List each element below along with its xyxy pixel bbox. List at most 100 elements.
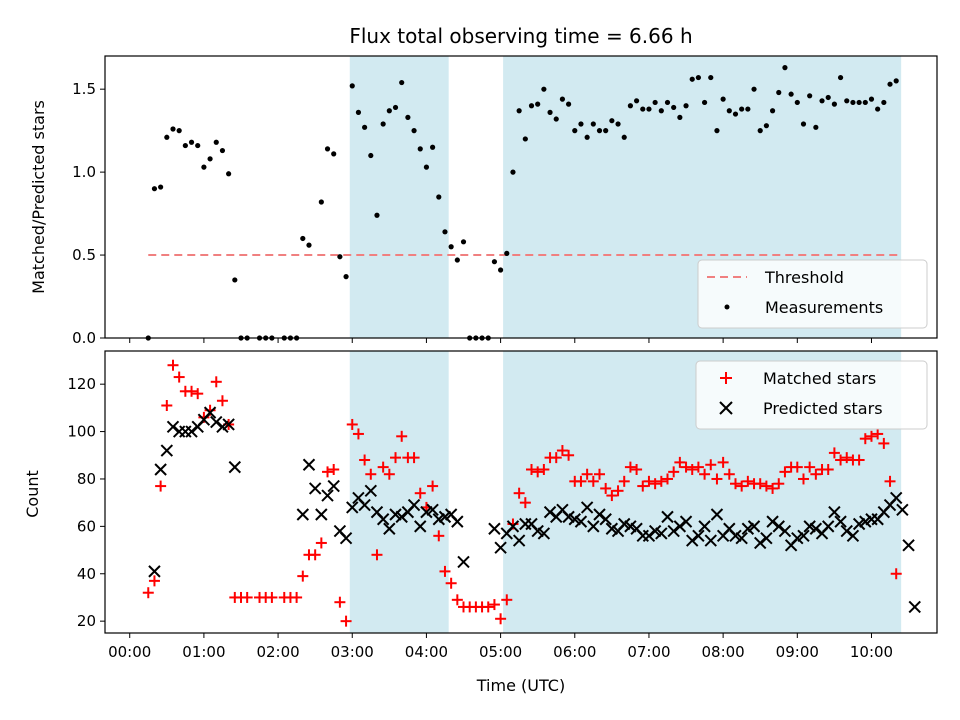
measurement-point — [232, 277, 238, 283]
bottom-y-axis-label: Count — [23, 470, 42, 518]
measurement-point — [671, 104, 677, 111]
matched-point — [346, 418, 358, 430]
measurement-point — [732, 111, 739, 117]
predicted-point — [321, 489, 334, 502]
matched-point — [198, 411, 210, 423]
predicted-point — [154, 463, 167, 476]
measurement-point — [769, 108, 776, 114]
series-matched-stars — [142, 359, 902, 627]
predicted-point — [834, 515, 847, 528]
predicted-point — [797, 529, 810, 543]
matched-point — [334, 596, 346, 608]
matched-point — [433, 530, 445, 542]
measurement-point — [609, 118, 615, 124]
measurement-point — [374, 212, 380, 218]
matched-point — [173, 371, 185, 383]
y-tick-label: 60 — [77, 517, 96, 535]
measurement-point — [176, 128, 182, 134]
y-tick-label: 0.0 — [72, 329, 96, 347]
legend-matched-label: Matched stars — [763, 369, 876, 388]
matched-point — [526, 463, 538, 475]
measurement-point — [701, 99, 708, 106]
matched-point — [853, 454, 865, 466]
measurement-point — [411, 128, 417, 134]
matched-point — [439, 565, 451, 577]
y-tick-label: 20 — [77, 612, 96, 630]
x-tick-label: 03:00 — [331, 643, 374, 661]
matched-point — [680, 461, 692, 473]
predicted-point — [383, 522, 396, 535]
predicted-point — [308, 482, 322, 495]
matched-point — [624, 461, 636, 473]
measurement-point — [739, 106, 745, 112]
measurement-point — [683, 103, 689, 109]
matched-point — [890, 568, 902, 580]
matched-point — [556, 445, 568, 457]
matched-point — [723, 468, 735, 480]
matched-point — [390, 452, 402, 464]
measurement-point — [819, 98, 825, 104]
predicted-point — [593, 508, 606, 521]
measurement-point — [813, 124, 819, 130]
measurement-point — [862, 99, 868, 106]
measurement-point — [875, 106, 881, 112]
matched-point — [495, 613, 507, 625]
matched-point — [841, 452, 853, 464]
predicted-point — [809, 522, 823, 535]
predicted-point — [704, 534, 717, 547]
measurement-point — [844, 98, 850, 104]
predicted-point — [376, 513, 390, 526]
measurement-point — [454, 257, 460, 263]
x-tick-label: 00:00 — [108, 643, 151, 661]
matched-point — [192, 388, 204, 400]
matched-point — [773, 478, 785, 490]
matched-point — [822, 463, 834, 475]
measurement-point — [343, 274, 349, 280]
x-tick-label: 04:00 — [405, 643, 448, 661]
matched-point — [711, 473, 723, 485]
matched-point — [717, 456, 729, 468]
matched-point — [451, 594, 463, 606]
predicted-point — [315, 508, 328, 521]
x-tick-label: 08:00 — [702, 643, 745, 661]
matched-point — [791, 461, 803, 473]
bottom-panel: Count Time (UTC) 20 40 60 80 100 120 00:00 01:0… — [23, 350, 938, 695]
matched-point — [754, 478, 766, 490]
measurement-point — [405, 114, 411, 120]
matched-point — [699, 468, 711, 480]
predicted-point — [457, 555, 470, 569]
matched-point — [482, 601, 494, 613]
measurement-point — [318, 199, 324, 205]
measurement-point — [553, 116, 559, 122]
measurement-point — [460, 239, 467, 245]
matched-point — [142, 587, 154, 599]
matched-point — [779, 466, 791, 478]
legend-measurements-label: Measurements — [765, 298, 883, 317]
measurement-point — [510, 169, 516, 175]
predicted-point — [179, 425, 192, 438]
measurement-point — [324, 146, 331, 152]
measurement-point — [300, 235, 306, 242]
predicted-point — [760, 532, 773, 545]
y-tick-label: 100 — [67, 423, 96, 441]
legend-predicted-label: Predicted stars — [763, 399, 883, 418]
predicted-point — [506, 520, 520, 533]
measurement-point — [498, 267, 504, 273]
matched-point — [797, 473, 809, 485]
predicted-point — [698, 520, 711, 533]
measurement-point — [386, 108, 392, 114]
measurement-point — [689, 76, 695, 82]
predicted-point — [407, 498, 421, 512]
measurement-point — [541, 86, 547, 92]
matched-point — [674, 456, 686, 468]
measurement-point — [436, 194, 442, 200]
matched-point — [266, 591, 278, 603]
measurement-point — [615, 121, 621, 127]
measurement-point — [745, 106, 751, 112]
top-y-axis-label: Matched/Predicted stars — [29, 100, 48, 294]
predicted-point — [358, 498, 371, 512]
measurement-point — [751, 86, 757, 92]
predicted-point — [494, 541, 507, 554]
matched-point — [408, 452, 420, 464]
